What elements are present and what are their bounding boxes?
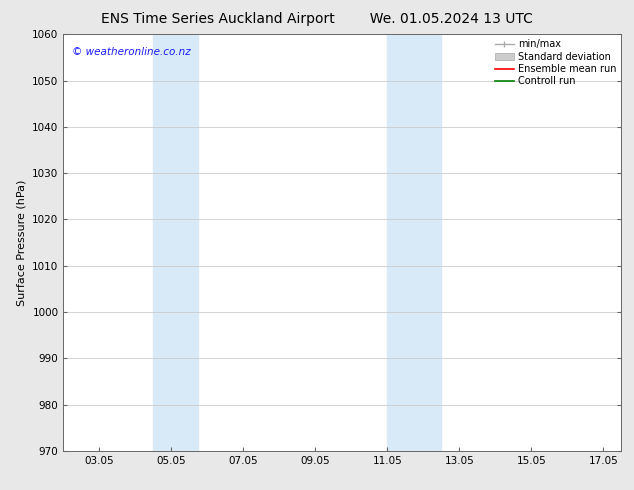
Legend: min/max, Standard deviation, Ensemble mean run, Controll run: min/max, Standard deviation, Ensemble me… — [493, 37, 618, 88]
Y-axis label: Surface Pressure (hPa): Surface Pressure (hPa) — [16, 179, 27, 306]
Text: ENS Time Series Auckland Airport        We. 01.05.2024 13 UTC: ENS Time Series Auckland Airport We. 01.… — [101, 12, 533, 26]
Text: © weatheronline.co.nz: © weatheronline.co.nz — [72, 47, 191, 57]
Bar — [387, 34, 441, 451]
Bar — [153, 34, 198, 451]
